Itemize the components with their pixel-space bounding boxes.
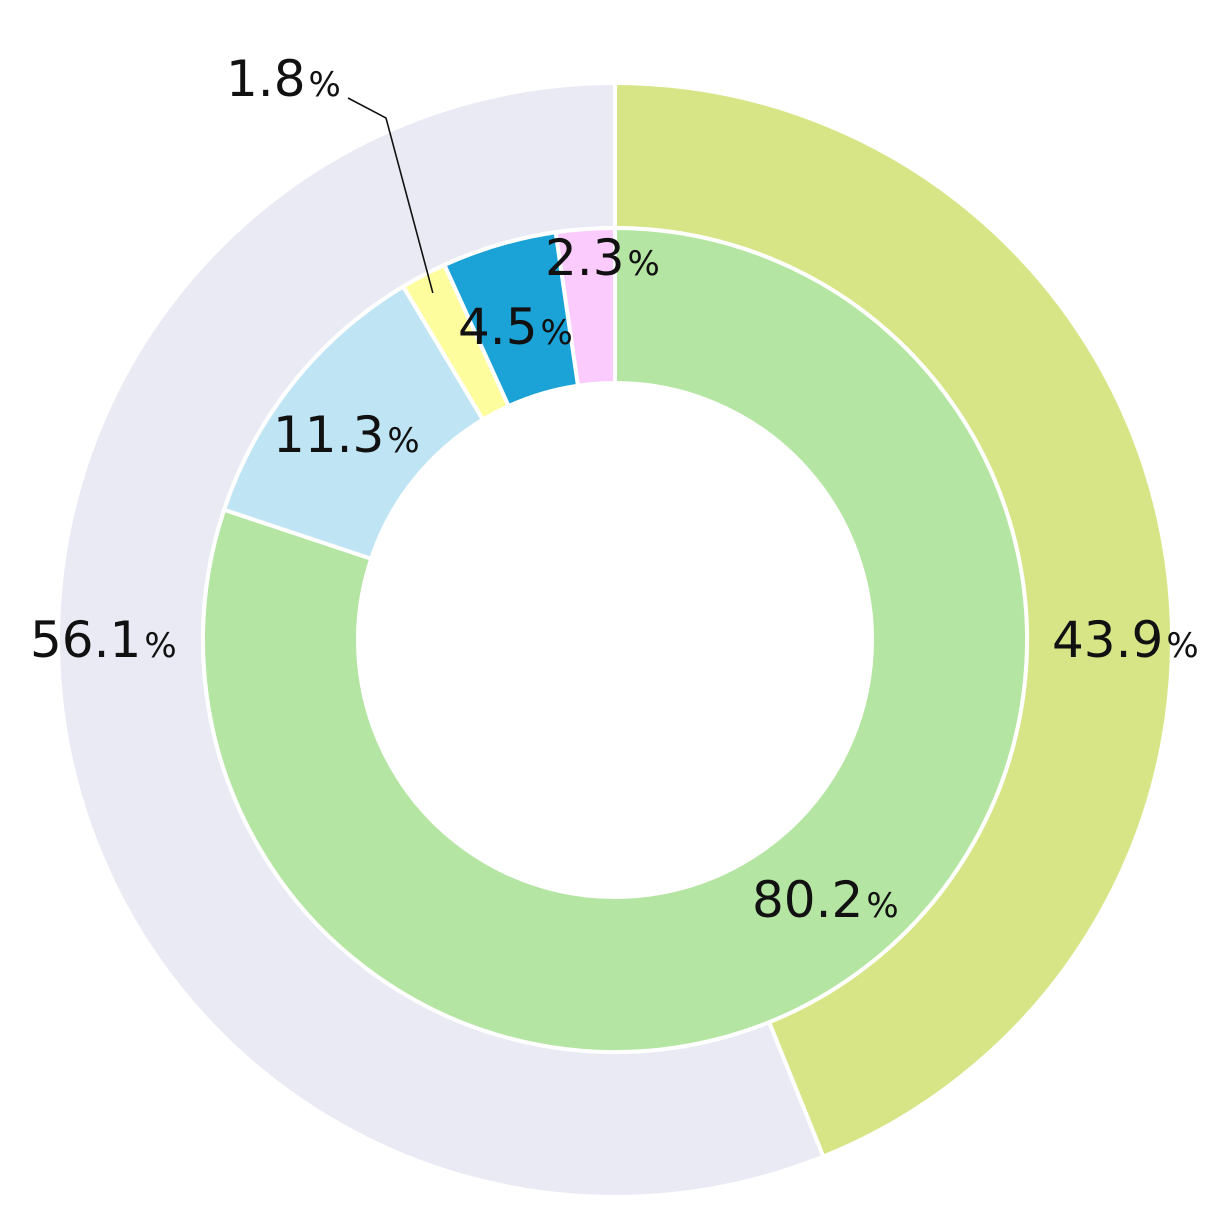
inner-slice-3-label: 4.5%: [458, 298, 573, 356]
outer-slice-1-value: 56.1: [30, 611, 141, 669]
inner-slice-4: [553, 226, 617, 388]
outer-slice-0-unit: %: [1166, 626, 1198, 666]
inner-slice-2-label: 1.8%: [226, 50, 341, 108]
inner-slice-0-value: 80.2: [752, 871, 863, 929]
inner-slice-2-unit: %: [309, 65, 341, 105]
inner-slice-3-value: 4.5: [458, 298, 538, 356]
inner-slice-0: [201, 226, 1029, 1054]
outer-slice-1-label: 56.1%: [30, 611, 177, 669]
inner-slice-3-unit: %: [541, 313, 573, 353]
inner-slice-0-label: 80.2%: [752, 871, 899, 929]
inner-slice-4-value: 2.3: [545, 229, 625, 287]
inner-slice-1-value: 11.3: [273, 406, 384, 464]
outer-slice-0-value: 43.9: [1052, 611, 1163, 669]
inner-slice-4-label: 2.3%: [545, 229, 660, 287]
inner-slice-1-label: 11.3%: [273, 406, 420, 464]
inner-slice-2-value: 1.8: [226, 50, 306, 108]
inner-slice-2-leader-line: [347, 97, 434, 294]
value-labels: 43.9%56.1%80.2%11.3%1.8%4.5%2.3%: [30, 50, 1199, 929]
inner-slice-0-unit: %: [866, 886, 898, 926]
inner-slice-1-unit: %: [387, 421, 419, 461]
inner-slice-4-unit: %: [628, 244, 660, 284]
inner-ring: [201, 226, 1029, 1054]
outer-slice-1-unit: %: [144, 626, 176, 666]
outer-slice-0-label: 43.9%: [1052, 611, 1199, 669]
